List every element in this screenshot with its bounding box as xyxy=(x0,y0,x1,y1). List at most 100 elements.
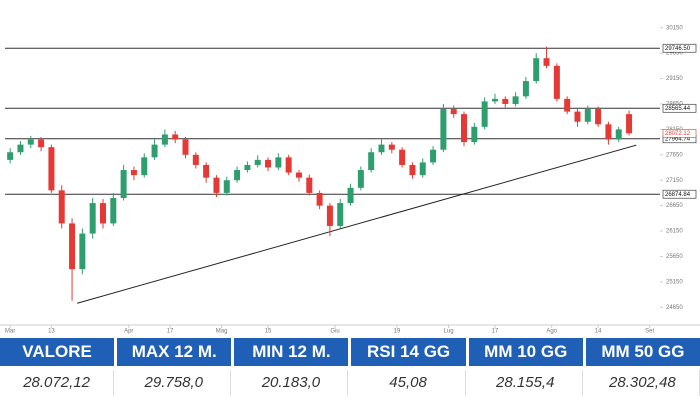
table-value: 20.183,0 xyxy=(234,370,349,396)
level-label: 27964.74 xyxy=(665,136,691,142)
candle-body xyxy=(533,58,540,82)
candle-body xyxy=(553,65,560,99)
candle-body xyxy=(38,139,45,148)
x-tick-label: 19 xyxy=(394,329,401,335)
stats-table: VALORE MAX 12 M. MIN 12 M. RSI 14 GG MM 10 G… xyxy=(0,338,700,396)
level-label-box xyxy=(662,189,697,199)
x-tick-label: 14 xyxy=(595,329,602,335)
candle-body xyxy=(99,203,106,224)
candle-body xyxy=(285,157,292,173)
candle-body xyxy=(58,190,65,224)
candle-body xyxy=(48,147,55,191)
table-value: 45,08 xyxy=(351,370,466,396)
candle-body xyxy=(172,134,179,140)
candle-body xyxy=(89,203,96,234)
candle-body xyxy=(522,81,529,97)
table-value: 29.758,0 xyxy=(117,370,232,396)
x-tick-label: Set xyxy=(645,329,654,335)
x-tick-label: Giu xyxy=(330,329,339,335)
y-tick-label: 24650 xyxy=(666,305,683,311)
candle-body xyxy=(378,144,385,153)
candle-body xyxy=(151,144,158,158)
y-tick-label: 26150 xyxy=(666,229,683,235)
candle-body xyxy=(27,139,34,145)
candle-body xyxy=(461,114,468,143)
candle-body xyxy=(574,111,581,122)
x-tick-label: 13 xyxy=(48,329,55,335)
y-tick-label: 25650 xyxy=(666,254,683,260)
x-tick-label: 17 xyxy=(167,329,174,335)
candle-body xyxy=(306,177,313,193)
candle-body xyxy=(491,98,498,102)
x-tick-label: Lug xyxy=(444,329,454,335)
candle-body xyxy=(161,134,168,145)
candle-body xyxy=(295,172,302,178)
y-tick-label: 30150 xyxy=(666,25,683,31)
candle-body xyxy=(265,159,272,168)
table-header: VALORE xyxy=(0,338,115,366)
candle-body xyxy=(357,170,364,188)
x-tick-label: Mar xyxy=(5,329,15,335)
candle-body xyxy=(471,126,478,143)
candle-body xyxy=(141,157,148,176)
candle-body xyxy=(337,203,344,226)
y-tick-label: 26650 xyxy=(666,203,683,209)
candle-body xyxy=(419,162,426,176)
candle-body xyxy=(615,129,622,140)
candle-body xyxy=(17,144,24,153)
y-tick-label: 29150 xyxy=(666,76,683,82)
candle-body xyxy=(440,109,447,150)
candle-body xyxy=(595,109,602,125)
level-label-box xyxy=(662,43,697,53)
level-label: 26874.84 xyxy=(665,192,691,198)
x-tick-label: 17 xyxy=(492,329,499,335)
price-label: 28072.12 xyxy=(665,131,691,137)
y-tick-label: 29650 xyxy=(666,51,683,57)
candle-body xyxy=(430,149,437,163)
candle-body xyxy=(203,164,210,178)
candle-body xyxy=(69,223,76,270)
candle-body xyxy=(79,233,86,270)
x-tick-label: 15 xyxy=(265,329,272,335)
table-header: MM 10 GG xyxy=(468,338,583,366)
candle-body xyxy=(182,139,189,155)
candle-body xyxy=(347,187,354,204)
y-tick-label: 25150 xyxy=(666,279,683,285)
candle-body xyxy=(564,98,571,112)
table-value: 28.155,4 xyxy=(469,370,583,396)
table-header: MM 50 GG xyxy=(585,338,700,366)
candle-body xyxy=(275,157,282,168)
candle-body xyxy=(223,180,230,193)
candle-body xyxy=(626,114,633,134)
candle-body xyxy=(512,96,519,104)
candle-body xyxy=(7,152,14,160)
candle-body xyxy=(481,101,488,127)
level-label-box xyxy=(662,103,697,113)
candle-body xyxy=(584,109,591,122)
candle-body xyxy=(409,164,416,176)
candle-body xyxy=(368,152,375,171)
x-tick-label: Ago xyxy=(546,329,557,335)
table-header: MIN 12 M. xyxy=(234,338,349,366)
chart: 2465025150256502615026650271502765028150… xyxy=(0,25,700,335)
table-header: RSI 14 GG xyxy=(351,338,466,366)
candle-body xyxy=(110,198,117,224)
y-tick-label: 27650 xyxy=(666,152,683,158)
level-label: 28565.44 xyxy=(665,106,691,112)
trendline xyxy=(77,144,637,304)
candle-body xyxy=(326,205,333,226)
candle-body xyxy=(450,109,457,115)
candle-body xyxy=(254,159,261,165)
candle-body xyxy=(213,177,220,193)
candle-body xyxy=(234,170,241,181)
candle-body xyxy=(316,192,323,206)
candle-body xyxy=(120,170,127,198)
candle-body xyxy=(192,154,199,165)
level-label: 29746.50 xyxy=(665,46,691,52)
table-value: 28.302,48 xyxy=(586,370,700,396)
price-label-box xyxy=(662,129,697,138)
candle-body xyxy=(244,164,251,171)
y-tick-label: 27150 xyxy=(666,178,683,184)
candle-body xyxy=(130,170,137,176)
